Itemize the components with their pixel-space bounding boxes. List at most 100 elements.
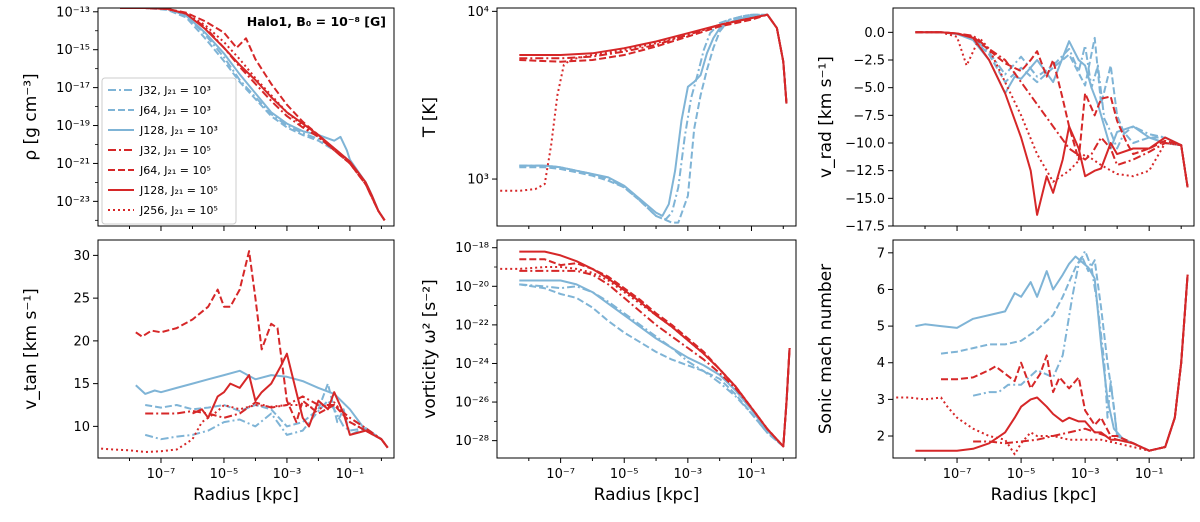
panel-temperature: 10³ 10⁴ T [K] xyxy=(420,5,797,231)
x-tick-label: 10⁻¹ xyxy=(1135,467,1164,482)
y-tick-label: 10⁻²³ xyxy=(56,195,90,210)
y-tick-label: 5 xyxy=(877,320,885,335)
series-line-vorticity-2 xyxy=(519,279,791,448)
series-line-vorticity-6 xyxy=(500,266,791,448)
y-tick-label: 10⁻¹⁷ xyxy=(56,81,90,96)
series-line-vtan-2 xyxy=(135,369,389,449)
x-axis-label: Radius [kpc] xyxy=(991,485,1097,505)
series-line-temperature-2 xyxy=(519,13,788,217)
y-tick-label: 10⁻²¹ xyxy=(56,157,90,172)
y-tick-label: 10⁻²⁸ xyxy=(455,434,489,449)
y-tick-label: 10⁻¹³ xyxy=(56,5,90,20)
y-axis-label: Sonic mach number xyxy=(816,264,836,434)
y-tick-label: 10 xyxy=(73,420,90,435)
y-tick-label: 2 xyxy=(877,430,885,445)
x-tick-label: 10⁻³ xyxy=(273,467,302,482)
series-line-vrad-0 xyxy=(915,31,1189,188)
legend-label: J256, J₂₁ = 10⁵ xyxy=(139,204,218,217)
x-tick-label: 10⁻¹ xyxy=(336,467,365,482)
axes-frame xyxy=(496,7,797,227)
axes-frame xyxy=(97,7,395,227)
x-tick-label: 10⁻⁵ xyxy=(610,467,639,482)
series-line-vorticity-4 xyxy=(519,258,791,448)
panel-title: Halo1, B₀ = 10⁻⁸ [G] xyxy=(247,14,386,29)
x-tick-label: 10⁻⁵ xyxy=(1007,467,1036,482)
series-line-vrad-5 xyxy=(915,31,1189,216)
y-tick-label: 7 xyxy=(877,246,885,261)
y-tick-label: −12.5 xyxy=(845,164,885,179)
series-line-vtan-1 xyxy=(145,382,389,449)
series-line-vrad-2 xyxy=(915,31,1189,188)
y-tick-label: 4 xyxy=(877,356,885,371)
series-line-vtan-0 xyxy=(144,399,389,449)
y-tick-label: −10.0 xyxy=(845,137,885,152)
series-line-density-6 xyxy=(120,8,386,221)
axes-frame xyxy=(97,239,395,459)
x-tick-label: 10⁻⁷ xyxy=(943,467,972,482)
series-line-vrad-1 xyxy=(915,31,1189,188)
y-axis-label: ρ [g cm⁻³] xyxy=(21,73,41,160)
y-tick-label: 25 xyxy=(73,292,90,307)
series-line-vrad-6 xyxy=(915,31,1189,188)
x-tick-label: 10⁻³ xyxy=(674,467,703,482)
legend-label: J32, J₂₁ = 10³ xyxy=(139,84,211,97)
series-line-mach-3 xyxy=(973,274,1189,452)
series-line-vorticity-1 xyxy=(519,283,791,448)
y-tick-label: 10⁻²⁰ xyxy=(455,280,489,295)
series-line-temperature-6 xyxy=(500,13,788,192)
x-tick-label: 10⁻³ xyxy=(1071,467,1100,482)
panel-mach: 2 3 4 5 6 7 10⁻⁷ 10⁻⁵ 10⁻³ 10⁻¹ Sonic mach number R… xyxy=(816,239,1195,505)
panel-vorticity: 10⁻¹⁸ 10⁻²⁰ 10⁻²² 10⁻²⁴ 10⁻²⁶ 10⁻²⁸ 10⁻⁷ 10⁻⁵ 10… xyxy=(420,239,797,505)
legend-label: J32, J₂₁ = 10⁵ xyxy=(139,144,211,157)
y-tick-label: 10⁻²⁴ xyxy=(455,357,489,372)
legend-label: J128, J₂₁ = 10⁵ xyxy=(139,184,218,197)
series-line-mach-6 xyxy=(896,274,1189,456)
y-axis-label: vorticity ω² [s⁻²] xyxy=(420,279,440,418)
series-line-temperature-1 xyxy=(519,13,788,224)
y-axis-label: v_tan [km s⁻¹] xyxy=(21,288,41,410)
y-tick-label: 3 xyxy=(877,393,885,408)
panel-density: 10⁻¹³ 10⁻¹⁵ 10⁻¹⁷ 10⁻¹⁹ 10⁻²¹ 10⁻²³ ρ [g cm⁻³]… xyxy=(21,5,395,231)
y-tick-label: −17.5 xyxy=(845,220,885,235)
legend-frame xyxy=(101,77,237,225)
series-line-mach-2 xyxy=(915,255,1189,452)
y-tick-label: 20 xyxy=(73,334,90,349)
y-tick-label: 10⁻²² xyxy=(455,318,489,333)
legend-label: J64, J₂₁ = 10⁵ xyxy=(139,164,211,177)
axes-frame xyxy=(892,239,1195,459)
y-tick-label: 10³ xyxy=(467,173,489,188)
y-tick-label: −2.5 xyxy=(853,54,885,69)
axes-frame xyxy=(496,239,797,459)
y-tick-label: −15.0 xyxy=(845,192,885,207)
series-line-vtan-4 xyxy=(135,250,389,449)
y-tick-label: 15 xyxy=(73,377,90,392)
y-tick-label: −5.0 xyxy=(853,81,885,96)
panel-vrad: 0.0 −2.5 −5.0 −7.5 −10.0 −12.5 −15.0 −17.5 v_rad… xyxy=(816,7,1195,235)
series-line-vorticity-3 xyxy=(519,269,791,448)
y-tick-label: −7.5 xyxy=(853,109,885,124)
x-tick-label: 10⁻⁵ xyxy=(210,467,239,482)
legend: J32, J₂₁ = 10³ J64, J₂₁ = 10³ J128, J₂₁ = … xyxy=(101,77,237,225)
x-tick-label: 10⁻⁷ xyxy=(546,467,575,482)
y-tick-label: 6 xyxy=(877,283,885,298)
x-axis-label: Radius [kpc] xyxy=(193,485,299,505)
series-line-vorticity-0 xyxy=(519,283,791,448)
y-tick-label: 10⁻²⁶ xyxy=(455,396,489,411)
y-axis-label: v_rad [km s⁻¹] xyxy=(816,56,836,178)
axes-frame xyxy=(892,7,1195,227)
series-line-vrad-3 xyxy=(915,31,1189,188)
series-line-vrad-4 xyxy=(915,31,1189,188)
series-line-density-1 xyxy=(120,8,386,221)
y-tick-label: 0.0 xyxy=(864,26,885,41)
series-line-mach-5 xyxy=(915,274,1189,452)
legend-label: J64, J₂₁ = 10³ xyxy=(139,104,211,117)
y-tick-label: 10⁻¹⁵ xyxy=(56,43,90,58)
y-tick-label: 10⁻¹⁹ xyxy=(56,119,90,134)
series-line-mach-4 xyxy=(941,274,1189,452)
y-tick-label: 10⁴ xyxy=(467,5,489,20)
x-tick-label: 10⁻⁷ xyxy=(147,467,176,482)
series-line-vorticity-5 xyxy=(519,250,791,448)
x-axis-label: Radius [kpc] xyxy=(594,485,700,505)
